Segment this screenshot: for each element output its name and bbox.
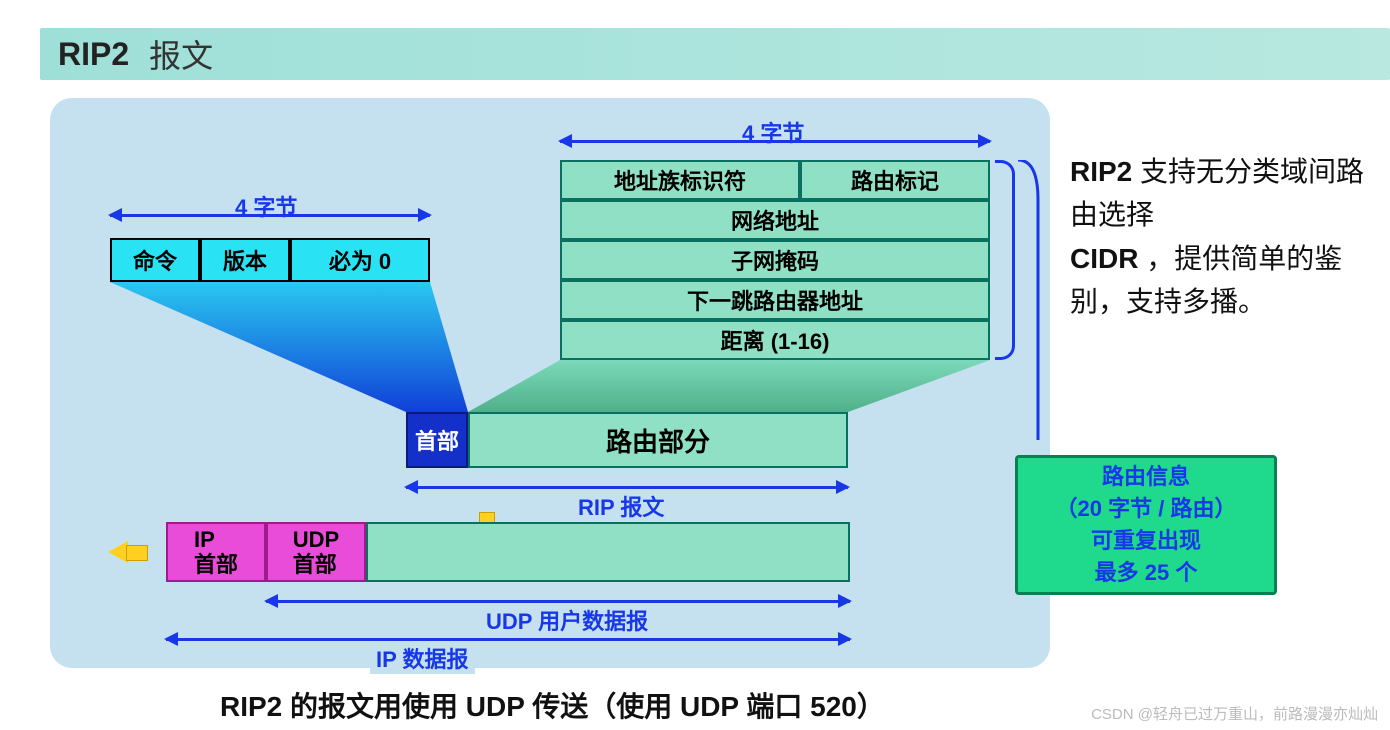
ri-l3: 可重复出现 xyxy=(1091,525,1201,557)
ip-dim-line xyxy=(166,638,850,641)
route-info-box: 路由信息 （20 字节 / 路由） 可重复出现 最多 25 个 xyxy=(1015,455,1277,595)
rip-dim-line xyxy=(406,486,848,489)
udp-payload xyxy=(366,522,850,582)
bottom-caption: RIP2 的报文用使用 UDP 传送（使用 UDP 端口 520） xyxy=(220,685,885,725)
watermark: CSDN @轻舟已过万重山，前路漫漫亦灿灿 xyxy=(1091,703,1378,724)
rip-dim-label: RIP 报文 xyxy=(572,490,670,522)
side-b1: RIP2 xyxy=(1070,156,1132,187)
rip-body: 路由部分 xyxy=(468,412,848,468)
route-net: 网络地址 xyxy=(560,200,990,240)
ri-l4: 最多 25 个 xyxy=(1095,557,1198,589)
route-dim-label: 4 字节 xyxy=(742,116,804,148)
header-cell-ver: 版本 xyxy=(200,238,290,282)
diagram-panel: 4 字节 命令 版本 必为 0 4 字节 地址族标识符 路由标记 网络地址 子网… xyxy=(50,98,1050,668)
route-zoom xyxy=(468,360,993,412)
route-tag: 路由标记 xyxy=(800,160,990,200)
route-nexthop: 下一跳路由器地址 xyxy=(560,280,990,320)
route-dist: 距离 (1-16) xyxy=(560,320,990,360)
header-zoom xyxy=(110,282,510,412)
udp-head: UDP 首部 xyxy=(266,522,366,582)
ip-dim-label: IP 数据报 xyxy=(370,642,475,674)
route-afid: 地址族标识符 xyxy=(560,160,800,200)
header-dim-label: 4 字节 xyxy=(235,190,297,222)
rip-head: 首部 xyxy=(406,412,468,468)
title-bold: RIP2 xyxy=(58,36,129,73)
title-rest: 报文 xyxy=(149,31,213,77)
ri-l1: 路由信息 xyxy=(1102,461,1190,493)
routeinfo-connector xyxy=(1012,160,1072,460)
udp-dim-line xyxy=(266,600,850,603)
side-text: RIP2 支持无分类域间路由选择 CIDR ，提供简单的鉴别，支持多播。 xyxy=(1070,150,1380,324)
route-mask: 子网掩码 xyxy=(560,240,990,280)
udp-dim-label: UDP 用户数据报 xyxy=(480,604,654,636)
header-cell-zero: 必为 0 xyxy=(290,238,430,282)
side-b2: CIDR xyxy=(1070,243,1138,274)
ri-l2: （20 字节 / 路由） xyxy=(1056,493,1237,525)
arrow-left-icon xyxy=(108,541,128,563)
ip-head: IP 首部 xyxy=(166,522,266,582)
title-bar: RIP2 报文 xyxy=(40,28,1390,80)
header-cell-cmd: 命令 xyxy=(110,238,200,282)
